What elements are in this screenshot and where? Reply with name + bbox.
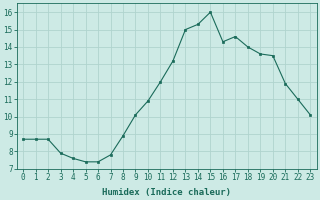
X-axis label: Humidex (Indice chaleur): Humidex (Indice chaleur) xyxy=(102,188,231,197)
